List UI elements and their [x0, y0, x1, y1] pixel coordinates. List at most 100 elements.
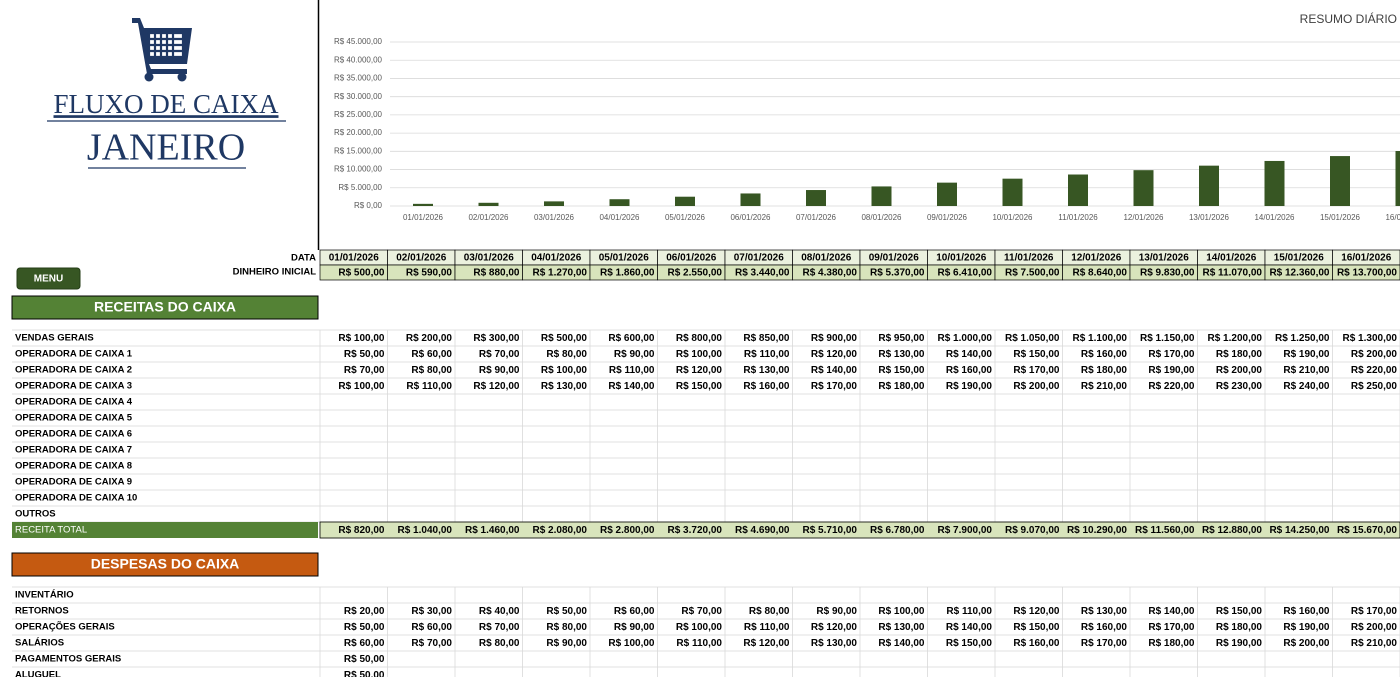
cell-value: R$ 50,00 — [344, 349, 385, 360]
x-tick-label: 09/01/2026 — [927, 213, 968, 222]
cell-value: R$ 110,00 — [744, 349, 790, 360]
row-label: OPERADORA DE CAIXA 8 — [15, 461, 132, 472]
cell-value: R$ 210,00 — [1081, 381, 1128, 392]
cell-value: R$ 90,00 — [479, 365, 520, 376]
cell-value: R$ 850,00 — [743, 333, 790, 344]
section-title: DESPESAS DO CAIXA — [91, 556, 240, 572]
section-title: RECEITAS DO CAIXA — [94, 299, 236, 315]
cell-value: R$ 140,00 — [946, 622, 993, 633]
x-tick-label: 13/01/2026 — [1189, 213, 1230, 222]
cell-value: R$ 80,00 — [749, 606, 790, 617]
cell-value: R$ 170,00 — [1148, 622, 1195, 633]
opening-value: R$ 7.500,00 — [1005, 268, 1060, 279]
cell-value: R$ 100,00 — [338, 381, 385, 392]
opening-value: R$ 9.830,00 — [1140, 268, 1195, 279]
bar — [806, 190, 826, 206]
total-value: R$ 1.460,00 — [465, 525, 520, 536]
date-header: 15/01/2026 — [1274, 253, 1324, 264]
cell-value: R$ 240,00 — [1283, 381, 1330, 392]
cell-value: R$ 130,00 — [878, 349, 925, 360]
row-label: OPERADORA DE CAIXA 7 — [15, 445, 132, 456]
row-label: RETORNOS — [15, 606, 69, 617]
bar — [1395, 151, 1400, 206]
total-label-bg — [12, 522, 318, 538]
cell-value: R$ 130,00 — [743, 365, 790, 376]
cell-value: R$ 180,00 — [878, 381, 925, 392]
opening-value: R$ 880,00 — [473, 268, 520, 279]
cell-value: R$ 1.250,00 — [1275, 333, 1330, 344]
total-value: R$ 5.710,00 — [803, 525, 858, 536]
cell-value: R$ 130,00 — [878, 622, 925, 633]
cell-value: R$ 90,00 — [816, 606, 857, 617]
opening-value: R$ 6.410,00 — [938, 268, 993, 279]
bar — [1002, 178, 1023, 206]
cell-value: R$ 60,00 — [411, 622, 452, 633]
menu-button-bg[interactable] — [16, 267, 81, 290]
cell-value: R$ 160,00 — [1081, 622, 1128, 633]
cell-value: R$ 120,00 — [676, 365, 723, 376]
opening-value: R$ 13.700,00 — [1337, 268, 1397, 279]
cell-value: R$ 190,00 — [1148, 365, 1195, 376]
cell-value: R$ 90,00 — [614, 349, 655, 360]
date-header: 02/01/2026 — [396, 253, 446, 264]
cell-value: R$ 100,00 — [608, 638, 655, 649]
cell-value: R$ 170,00 — [811, 381, 858, 392]
cell-value: R$ 70,00 — [681, 606, 722, 617]
cell-value: R$ 90,00 — [546, 638, 587, 649]
cell-value: R$ 170,00 — [1081, 638, 1128, 649]
cell-value: R$ 220,00 — [1148, 381, 1195, 392]
cell-value: R$ 60,00 — [614, 606, 655, 617]
cell-value: R$ 500,00 — [541, 333, 588, 344]
row-label: ALUGUEL — [15, 670, 61, 677]
bar — [1133, 170, 1154, 206]
cell-value: R$ 200,00 — [1283, 638, 1330, 649]
total-value: R$ 4.690,00 — [735, 525, 790, 536]
cell-value: R$ 70,00 — [479, 622, 520, 633]
date-header: 13/01/2026 — [1139, 253, 1189, 264]
opening-value: R$ 3.440,00 — [735, 268, 790, 279]
row-label: OUTROS — [15, 509, 56, 520]
x-tick-label: 16/01/2026 — [1385, 213, 1400, 222]
cell-value: R$ 600,00 — [608, 333, 655, 344]
cell-value: R$ 200,00 — [1013, 381, 1060, 392]
cell-value: R$ 150,00 — [1013, 349, 1060, 360]
date-header: 07/01/2026 — [734, 253, 784, 264]
cell-value: R$ 140,00 — [1148, 606, 1195, 617]
cell-value: R$ 220,00 — [1351, 365, 1398, 376]
total-value: R$ 11.560,00 — [1135, 525, 1195, 536]
date-header: 16/01/2026 — [1341, 253, 1391, 264]
opening-value: R$ 11.070,00 — [1203, 268, 1263, 279]
bar — [871, 186, 892, 206]
total-value: R$ 1.040,00 — [398, 525, 453, 536]
total-value: R$ 820,00 — [338, 525, 385, 536]
x-tick-label: 02/01/2026 — [468, 213, 509, 222]
bar — [1330, 156, 1350, 206]
cell-value: R$ 150,00 — [946, 638, 993, 649]
cell-value: R$ 100,00 — [338, 333, 385, 344]
date-header: 11/01/2026 — [1004, 253, 1054, 264]
cell-value: R$ 100,00 — [676, 622, 723, 633]
y-tick-label: R$ 5.000,00 — [338, 183, 382, 192]
opening-value: R$ 1.860,00 — [600, 268, 655, 279]
menu-label[interactable]: MENU — [34, 274, 63, 285]
chart-title: RESUMO DIÁRIO — [1300, 11, 1397, 26]
date-header: 08/01/2026 — [801, 253, 851, 264]
cell-value: R$ 90,00 — [614, 622, 655, 633]
opening-value: R$ 1.270,00 — [533, 268, 588, 279]
y-tick-label: R$ 35.000,00 — [334, 74, 383, 83]
cell-value: R$ 150,00 — [676, 381, 723, 392]
x-tick-label: 06/01/2026 — [730, 213, 771, 222]
cell-value: R$ 200,00 — [1351, 349, 1398, 360]
y-tick-label: R$ 15.000,00 — [334, 146, 383, 155]
cell-value: R$ 210,00 — [1351, 638, 1398, 649]
cell-value: R$ 110,00 — [609, 365, 655, 376]
menu-button[interactable]: MENU — [16, 267, 81, 290]
opening-value: R$ 12.360,00 — [1269, 268, 1329, 279]
cell-value: R$ 160,00 — [743, 381, 790, 392]
x-tick-label: 14/01/2026 — [1254, 213, 1295, 222]
title: FLUXO DE CAIXA — [54, 89, 279, 119]
cell-value: R$ 80,00 — [411, 365, 452, 376]
x-tick-label: 11/01/2026 — [1058, 213, 1098, 222]
